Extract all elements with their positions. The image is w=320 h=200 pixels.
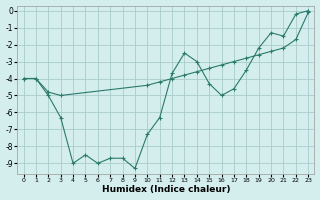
X-axis label: Humidex (Indice chaleur): Humidex (Indice chaleur) xyxy=(102,185,230,194)
